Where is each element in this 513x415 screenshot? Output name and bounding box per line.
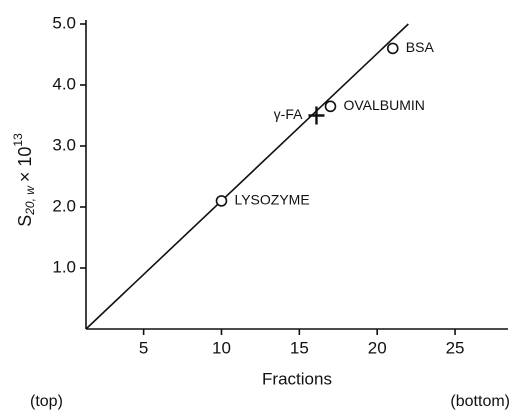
y-tick-label: 4.0 — [52, 74, 76, 93]
left-note: (top) — [30, 393, 63, 410]
point-cross — [308, 106, 325, 125]
point — [215, 195, 228, 207]
x-tick-label: 20 — [368, 338, 387, 357]
y-label-sub: 20, w — [23, 185, 37, 216]
point — [324, 100, 337, 113]
point-label: BSA — [406, 39, 435, 55]
point — [386, 42, 399, 55]
y-tick-label: 1.0 — [52, 257, 76, 276]
point-label: LYSOZYME — [234, 192, 309, 208]
point-label: OVALBUMIN — [343, 97, 424, 113]
x-tick-label: 10 — [212, 338, 231, 357]
y-tick-label: 3.0 — [52, 135, 76, 154]
y-label-times: × 10 — [15, 147, 35, 183]
y-tick-label: 5.0 — [52, 13, 76, 32]
x-tick-label: 15 — [290, 338, 309, 357]
x-tick-label: 25 — [446, 338, 465, 357]
y-label-base: S — [15, 215, 35, 227]
x-axis-label: Fractions — [262, 369, 332, 388]
right-note: (bottom) — [450, 393, 510, 410]
point-label: γ-FA — [274, 106, 303, 122]
x-tick-label: 5 — [139, 338, 148, 357]
y-axis-label: S20, w × 1013 — [11, 133, 37, 227]
fit-line — [85, 23, 409, 330]
y-label-sup: 13 — [11, 133, 25, 147]
y-tick-label: 2.0 — [52, 196, 76, 215]
